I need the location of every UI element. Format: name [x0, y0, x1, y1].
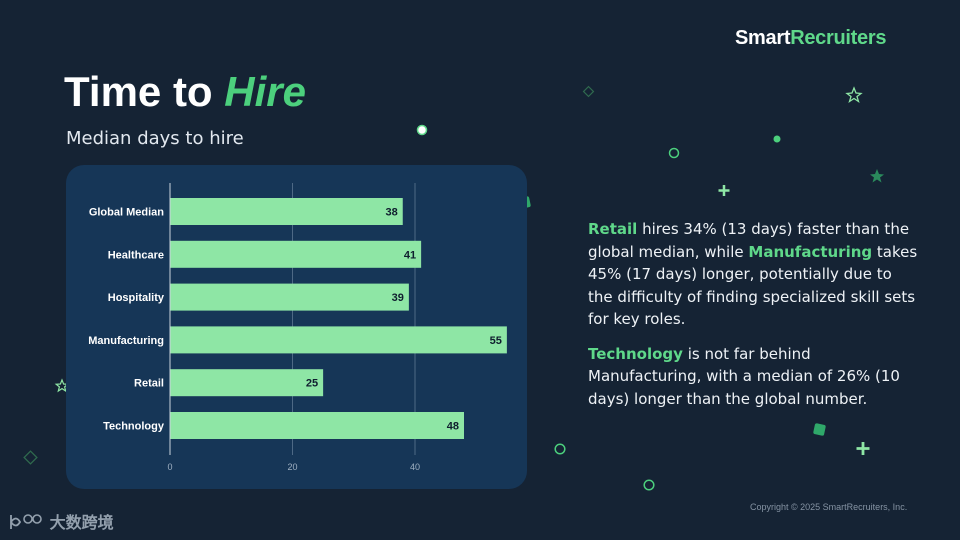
- ring-decoration: [643, 479, 655, 491]
- title-main: Time to: [64, 68, 225, 115]
- data-label: 39: [392, 292, 404, 304]
- highlight-retail: Retail: [588, 220, 638, 238]
- watermark: 大数跨境: [8, 509, 114, 533]
- copyright-text: Copyright © 2025 SmartRecruiters, Inc.: [750, 502, 908, 512]
- highlight-technology: Technology: [588, 344, 683, 363]
- category-label: Healthcare: [108, 249, 164, 261]
- star-decoration: [870, 169, 884, 183]
- bar: [170, 240, 422, 268]
- data-label: 48: [447, 421, 459, 433]
- commentary-text: Retail hires 34% (13 days) faster than t…: [588, 218, 918, 422]
- x-tick-label: 40: [410, 462, 420, 472]
- ring-decoration: [668, 147, 680, 159]
- commentary-paragraph-1: Retail hires 34% (13 days) faster than t…: [588, 218, 918, 331]
- bar: [170, 369, 324, 397]
- commentary-text-1: hires 34% (13 days) faster than the glob…: [588, 220, 910, 261]
- watermark-text: 大数跨境: [49, 513, 114, 532]
- data-label: 38: [386, 207, 398, 219]
- brand-logo-part1: Smart: [735, 27, 791, 49]
- category-label: Manufacturing: [88, 335, 164, 347]
- diamond-decoration: [582, 85, 595, 98]
- commentary-text-3: is not far behind Manufacturing, with a …: [588, 344, 900, 408]
- page-title: Time to Hire: [64, 68, 306, 116]
- category-label: Retail: [134, 378, 164, 390]
- chart-panel: 0 20 40 Global Median 38 Healthcare 41 Hospital…: [66, 165, 527, 489]
- bar: [170, 283, 409, 311]
- brand-logo-part2: Recruiters: [790, 27, 887, 49]
- title-accent: Hire: [224, 68, 306, 115]
- commentary-text-2: takes 45% (17 days) longer, potentially …: [588, 242, 918, 329]
- category-label: Technology: [103, 421, 165, 433]
- bar: [170, 198, 403, 225]
- commentary-paragraph-2: Technology is not far behind Manufacturi…: [588, 343, 918, 411]
- data-label: 41: [404, 249, 416, 261]
- bar: [170, 412, 464, 439]
- x-tick-label: 0: [167, 462, 172, 472]
- plus-decoration: [856, 442, 870, 455]
- square-decoration: [813, 423, 826, 436]
- x-tick-label: 20: [287, 462, 297, 472]
- data-label: 25: [306, 378, 318, 390]
- dot-decoration: [416, 124, 428, 136]
- bar-chart: 0 20 40 Global Median 38 Healthcare 41 Hospital…: [88, 183, 507, 472]
- star-decoration: [845, 86, 863, 104]
- ring-decoration: [554, 443, 566, 455]
- plus-decoration: [718, 185, 730, 196]
- dot-decoration: [773, 135, 781, 143]
- data-label: 55: [490, 335, 502, 347]
- page-subtitle: Median days to hire: [66, 128, 244, 149]
- diamond-decoration: [23, 450, 38, 465]
- category-label: Hospitality: [108, 292, 165, 304]
- category-label: Global Median: [89, 207, 164, 219]
- bar: [170, 326, 507, 354]
- highlight-manufacturing: Manufacturing: [748, 242, 873, 261]
- watermark-logo-icon: [10, 514, 42, 529]
- brand-logo: SmartRecruiters: [735, 27, 886, 50]
